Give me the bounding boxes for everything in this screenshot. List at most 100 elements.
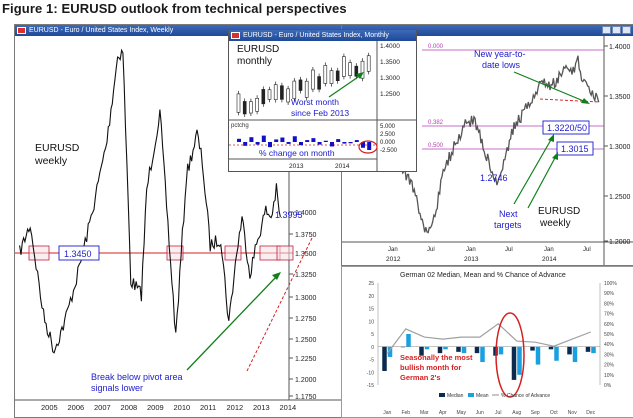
seasonal-title: German 02 Median, Mean and % Chance of A…	[400, 272, 566, 279]
pct-bar	[268, 142, 272, 148]
seasonal-y-right-tick: 30%	[604, 352, 615, 358]
monthly-x-2014: 2014	[335, 163, 350, 170]
median-bar	[400, 346, 406, 348]
uptrend-line	[246, 235, 314, 372]
chance-of-advance-line	[386, 323, 592, 354]
chart-app-icon	[17, 27, 26, 34]
weekly-x-tick: 2013	[253, 403, 270, 412]
weekly-x-tick: 2005	[41, 403, 58, 412]
pct-y-tick: -2.500	[380, 148, 398, 154]
daily-month-tick: Jul	[505, 247, 513, 253]
pct-bar	[280, 137, 285, 142]
window-controls	[601, 26, 631, 38]
pct-bar	[311, 138, 316, 142]
pct-bar	[261, 135, 266, 142]
target-arrow-1	[513, 137, 553, 205]
mean-bar	[554, 346, 559, 361]
pct-change-label: % change on month	[259, 148, 335, 158]
weekly-y-tick: 1.3250	[295, 272, 317, 279]
monthly-arrow-head	[356, 72, 364, 79]
seasonal-y-right-tick: 80%	[604, 301, 615, 307]
august-highlight	[495, 312, 525, 398]
weekly-label-line2: weekly	[34, 155, 68, 167]
mean-bar	[443, 346, 448, 350]
weekly-x-tick: 2007	[94, 403, 111, 412]
seasonal-x-tick: Nov	[568, 410, 577, 416]
seasonal-x-tick: Aug	[512, 410, 521, 416]
weekly-x-tick: 2012	[227, 403, 244, 412]
target-arrow-2	[527, 155, 557, 209]
break-arrow	[186, 275, 278, 371]
median-bar	[474, 346, 480, 354]
mean-bar	[424, 346, 430, 350]
pct-bar	[354, 140, 359, 142]
fib-label-0: 0.000	[428, 44, 444, 50]
median-bar	[530, 346, 535, 351]
target1-label: 1.3220/50	[547, 123, 587, 133]
weekly-y-tick: 1.4000	[295, 210, 317, 217]
seasonal-y-right-tick: 70%	[604, 312, 615, 318]
pct-bar	[305, 140, 310, 142]
pct-bar	[317, 142, 322, 145]
daily-year-tick: 2012	[386, 256, 401, 263]
daily-month-tick: Jul	[583, 247, 591, 253]
seasonal-x-tick: Mar	[420, 410, 429, 416]
daily-month-tick: Jan	[544, 247, 554, 253]
new-lows-line1: New year-to-	[474, 49, 526, 59]
mean-bar	[535, 346, 541, 365]
monthly-title-bar[interactable]: EURUSD - Euro / United States Index, Mon…	[229, 30, 416, 41]
daily-title-bar[interactable]	[342, 25, 633, 36]
weekly-y-tick: 1.3750	[295, 232, 317, 239]
seasonal-x-tick: Oct	[550, 410, 558, 416]
seasonal-x-tick: Jan	[383, 410, 391, 416]
seasonal-y-right-tick: 60%	[604, 322, 615, 328]
pct-bar	[336, 139, 341, 142]
pct-bar	[286, 142, 291, 144]
seasonal-x-tick: Dec	[586, 410, 595, 416]
monthly-chart-window: EURUSD - Euro / United States Index, Mon…	[228, 29, 417, 172]
pivot-label-box	[58, 245, 100, 261]
weekly-x-tick: 2008	[121, 403, 138, 412]
monthly-x-2013: 2013	[289, 163, 304, 170]
weekly-price-chart: 1.4000 1.3750 1.3500 1.3250 1.3000 1.2750 1.25…	[15, 36, 341, 412]
seasonal-bar-chart: German 02 Median, Mean and % Chance of A…	[367, 272, 618, 416]
median-bar	[419, 346, 424, 356]
daily-price-series	[381, 55, 600, 234]
pct-bar	[299, 142, 303, 146]
monthly-y-tick: 1.2500	[380, 91, 400, 98]
fib-label-382: 0.382	[428, 120, 444, 126]
new-lows-arrow-head	[581, 98, 590, 104]
mean-bar	[591, 346, 596, 354]
support-line	[539, 98, 601, 103]
target2-label: 1.3015	[561, 144, 589, 154]
mean-bar	[461, 346, 467, 354]
weekly-x-tick: 2009	[147, 403, 164, 412]
break-note-line1: Break below pivot area	[91, 372, 183, 382]
next-targets-line2: targets	[494, 220, 522, 230]
weekly-y-tick: 1.2750	[295, 316, 317, 323]
median-bar	[456, 346, 461, 352]
weekly-title-bar[interactable]: EURUSD - Euro / United States Index, Wee…	[15, 25, 341, 36]
seasonal-y-right-tick: 0%	[604, 383, 612, 389]
seasonal-y-right-tick: 20%	[604, 363, 615, 369]
legend-chance: % Chance of Advance	[501, 393, 550, 399]
mean-bar	[406, 334, 411, 347]
daily-y-tick: 1.2500	[609, 194, 631, 201]
pct-bar	[323, 140, 328, 142]
new-lows-arrow	[513, 71, 587, 103]
pct-bar	[342, 142, 347, 144]
seasonal-x-tick: Sep	[531, 410, 540, 416]
mean-bar	[572, 346, 578, 363]
legend-mean: Mean	[476, 393, 489, 399]
median-bar	[382, 346, 387, 371]
pct-bar	[348, 142, 353, 144]
weekly-y-tick: 1.2000	[295, 377, 317, 384]
pct-y-tick: 5.000	[380, 124, 396, 130]
median-bar	[585, 346, 591, 352]
daily-y-tick: 1.3000	[609, 144, 631, 151]
monthly-y-tick: 1.4000	[380, 43, 400, 50]
daily-label-line2: weekly	[539, 218, 571, 229]
monthly-y-tick: 1.3500	[380, 59, 400, 66]
mean-bar	[387, 346, 393, 357]
seasonal-y-right-tick: 100%	[604, 281, 617, 287]
